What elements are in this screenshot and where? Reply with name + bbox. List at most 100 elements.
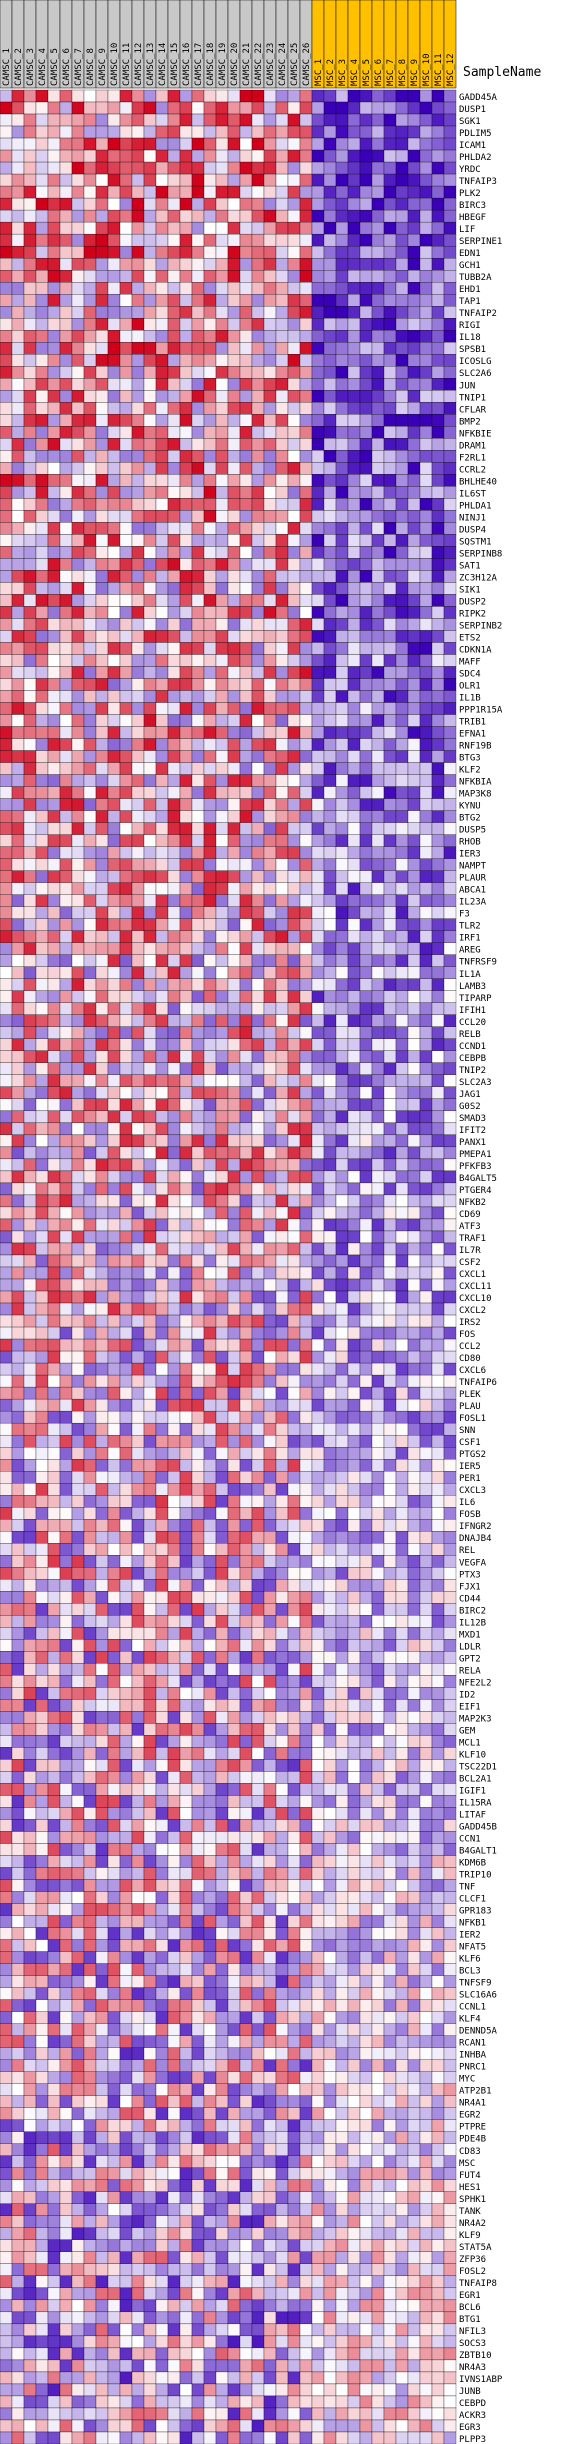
heatmap-cell (240, 1099, 252, 1111)
heatmap-cell (276, 1351, 288, 1363)
heatmap-cell (300, 1339, 312, 1351)
heatmap-cell (216, 162, 228, 174)
heatmap-cell (204, 1015, 216, 1027)
heatmap-cell (156, 1315, 168, 1327)
heatmap-cell (156, 366, 168, 378)
heatmap-cell (12, 1195, 24, 1207)
heatmap-cell (336, 1495, 348, 1507)
heatmap-cell (276, 907, 288, 919)
heatmap-cell (228, 1255, 240, 1267)
heatmap-cell (132, 1123, 144, 1135)
heatmap-cell (360, 1507, 372, 1519)
heatmap-cell (108, 811, 120, 823)
heatmap-cell (288, 751, 300, 763)
heatmap-cell (156, 630, 168, 642)
heatmap-cell (204, 787, 216, 799)
heatmap-cell (48, 450, 60, 462)
heatmap-cell (144, 390, 156, 402)
heatmap-cell (396, 679, 408, 691)
heatmap-cell (108, 1423, 120, 1435)
heatmap-cell (12, 186, 24, 198)
column-label: CAMSC_23 (266, 43, 276, 86)
heatmap-cell (24, 1327, 36, 1339)
heatmap-cell (108, 943, 120, 955)
heatmap-cell (420, 1447, 432, 1459)
heatmap-cell (144, 174, 156, 186)
heatmap-cell (0, 1387, 12, 1399)
heatmap-cell (36, 522, 48, 534)
heatmap-cell (60, 138, 72, 150)
heatmap-cell (312, 462, 324, 474)
heatmap-cell (36, 1027, 48, 1039)
heatmap-cell (420, 895, 432, 907)
heatmap-cell (408, 378, 420, 390)
heatmap-cell (276, 438, 288, 450)
heatmap-cell (288, 1003, 300, 1015)
heatmap-cell (216, 90, 228, 102)
heatmap-cell (48, 630, 60, 642)
heatmap-cell (336, 462, 348, 474)
heatmap-cell (348, 967, 360, 979)
heatmap-cell (396, 534, 408, 546)
heatmap-cell (180, 763, 192, 775)
heatmap-cell (432, 1483, 444, 1495)
heatmap-cell (288, 666, 300, 678)
heatmap-cell (192, 438, 204, 450)
heatmap-cell (36, 1039, 48, 1051)
heatmap-cell (0, 138, 12, 150)
heatmap-cell (252, 1279, 264, 1291)
heatmap-cell (408, 1267, 420, 1279)
heatmap-cell (384, 763, 396, 775)
heatmap-cell (324, 1291, 336, 1303)
heatmap-cell (336, 402, 348, 414)
heatmap-cell (312, 1207, 324, 1219)
heatmap-cell (240, 775, 252, 787)
heatmap-cell (192, 330, 204, 342)
heatmap-cell (0, 1555, 12, 1567)
heatmap-cell (300, 811, 312, 823)
heatmap-cell (300, 799, 312, 811)
heatmap-cell (120, 1063, 132, 1075)
heatmap-cell (360, 739, 372, 751)
heatmap-cell (156, 1243, 168, 1255)
heatmap-cell (396, 1243, 408, 1255)
heatmap-cell (240, 787, 252, 799)
heatmap-cell (48, 594, 60, 606)
heatmap-cell (60, 907, 72, 919)
heatmap-cell (444, 835, 456, 847)
heatmap-cell (96, 1567, 108, 1579)
heatmap-cell (300, 1627, 312, 1639)
heatmap-cell (264, 823, 276, 835)
heatmap-cell (72, 799, 84, 811)
heatmap-cell (276, 943, 288, 955)
heatmap-cell (288, 630, 300, 642)
heatmap-cell (168, 642, 180, 654)
heatmap-cell (216, 1339, 228, 1351)
heatmap-cell (420, 1027, 432, 1039)
heatmap-cell (444, 1183, 456, 1195)
heatmap-cell (240, 1111, 252, 1123)
heatmap-cell (156, 1519, 168, 1531)
heatmap-cell (264, 1423, 276, 1435)
heatmap-cell (72, 438, 84, 450)
heatmap-cell (156, 1483, 168, 1495)
heatmap-cell (348, 931, 360, 943)
heatmap-cell (348, 691, 360, 703)
heatmap-cell (60, 1519, 72, 1531)
heatmap-cell (180, 895, 192, 907)
heatmap-cell (192, 811, 204, 823)
heatmap-cell (60, 1051, 72, 1063)
heatmap-cell (72, 318, 84, 330)
heatmap-cell (240, 222, 252, 234)
heatmap-cell (408, 258, 420, 270)
heatmap-cell (132, 1171, 144, 1183)
heatmap-cell (180, 306, 192, 318)
heatmap-cell (348, 1135, 360, 1147)
heatmap-cell (300, 1303, 312, 1315)
heatmap-cell (216, 1591, 228, 1603)
heatmap-cell (360, 450, 372, 462)
heatmap-cell (132, 1219, 144, 1231)
heatmap-cell (204, 715, 216, 727)
heatmap-cell (264, 1279, 276, 1291)
heatmap-cell (204, 895, 216, 907)
